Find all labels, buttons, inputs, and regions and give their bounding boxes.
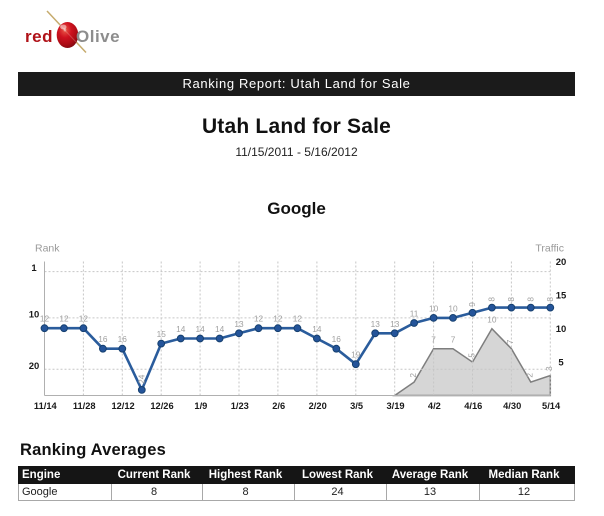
svg-text:15: 15 [157, 329, 167, 339]
svg-text:11/28: 11/28 [73, 401, 96, 411]
svg-text:12: 12 [79, 314, 89, 324]
svg-text:10: 10 [487, 315, 497, 325]
svg-text:7: 7 [451, 335, 456, 345]
svg-text:Traffic: Traffic [535, 243, 564, 255]
svg-text:4/2: 4/2 [428, 401, 441, 411]
svg-text:12: 12 [40, 314, 50, 324]
svg-text:4/30: 4/30 [503, 401, 521, 411]
svg-text:4/16: 4/16 [464, 401, 482, 411]
svg-text:20: 20 [556, 257, 567, 268]
svg-text:2/6: 2/6 [272, 401, 285, 411]
svg-text:3: 3 [544, 366, 554, 371]
svg-text:2: 2 [408, 373, 418, 378]
svg-text:1: 1 [31, 263, 37, 274]
svg-text:5/14: 5/14 [542, 401, 561, 411]
svg-text:10: 10 [448, 303, 458, 313]
svg-text:10: 10 [429, 303, 439, 313]
svg-text:8: 8 [545, 297, 555, 302]
svg-text:7: 7 [431, 335, 436, 345]
svg-text:12: 12 [254, 314, 264, 324]
svg-text:14: 14 [215, 324, 225, 334]
svg-text:5: 5 [466, 353, 476, 358]
svg-text:3/19: 3/19 [386, 401, 404, 411]
svg-text:16: 16 [118, 334, 128, 344]
svg-text:11: 11 [410, 309, 419, 319]
svg-text:14: 14 [312, 324, 322, 334]
svg-text:12: 12 [59, 314, 69, 324]
svg-text:2: 2 [525, 373, 535, 378]
svg-text:12/26: 12/26 [150, 401, 173, 411]
svg-text:Rank: Rank [35, 243, 60, 255]
svg-text:15: 15 [556, 291, 567, 302]
svg-text:12: 12 [293, 314, 303, 324]
svg-text:12: 12 [273, 314, 283, 324]
svg-text:16: 16 [332, 334, 342, 344]
svg-text:8: 8 [486, 297, 496, 302]
svg-text:7: 7 [505, 339, 515, 344]
svg-text:8: 8 [506, 297, 516, 302]
svg-text:13: 13 [390, 319, 400, 329]
svg-text:3/5: 3/5 [350, 401, 363, 411]
svg-text:13: 13 [234, 319, 244, 329]
svg-text:2/20: 2/20 [309, 401, 327, 411]
svg-text:19: 19 [351, 350, 361, 360]
svg-text:24: 24 [136, 374, 146, 384]
svg-text:10: 10 [29, 309, 40, 320]
svg-text:8: 8 [525, 297, 535, 302]
svg-text:5: 5 [558, 357, 564, 368]
svg-text:14: 14 [176, 324, 186, 334]
svg-text:10: 10 [556, 324, 567, 335]
svg-text:14: 14 [195, 324, 205, 334]
svg-text:1/23: 1/23 [231, 401, 249, 411]
svg-text:12/12: 12/12 [111, 401, 134, 411]
svg-text:11/14: 11/14 [34, 401, 58, 411]
svg-text:16: 16 [98, 334, 108, 344]
svg-text:20: 20 [29, 361, 40, 372]
svg-text:9: 9 [467, 302, 477, 307]
svg-text:1/9: 1/9 [194, 401, 207, 411]
svg-text:13: 13 [371, 319, 381, 329]
